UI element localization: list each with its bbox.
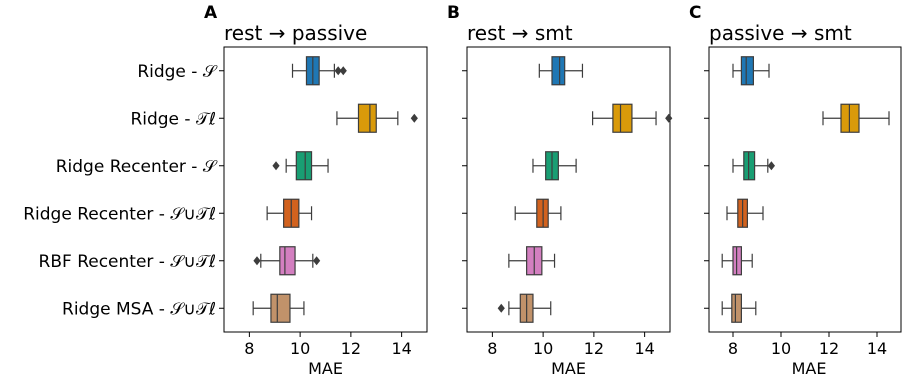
box-iqr — [536, 198, 549, 228]
box-5 — [721, 246, 753, 276]
panel-a-x-ticks: 8 10 12 14 — [244, 332, 412, 358]
panel-c-x-ticks: 8 10 12 14 — [728, 332, 887, 358]
category-label: RBF Recenter - 𝒮∪𝒯ℓ — [39, 252, 216, 272]
flier-point — [339, 66, 347, 76]
x-tick-label: 8 — [487, 339, 497, 358]
box-2 — [336, 103, 418, 133]
box-1 — [732, 56, 770, 86]
x-tick-label: 8 — [728, 339, 738, 358]
panel-a-y-ticks — [219, 70, 224, 309]
panel-b-marks — [497, 56, 673, 323]
panel-b: B rest → smt 8 10 12 14 MAE — [447, 3, 673, 378]
box-1 — [291, 56, 347, 86]
panel-c-xlabel: MAE — [792, 359, 827, 378]
box-6 — [497, 293, 552, 323]
box-iqr — [270, 293, 291, 323]
panel-c: C passive → smt 8 10 12 14 MAE — [689, 3, 902, 378]
box-iqr — [612, 103, 633, 133]
panel-c-marks — [721, 56, 890, 323]
box-4 — [266, 198, 313, 228]
box-iqr — [731, 293, 742, 323]
panel-b-y-ticks — [462, 70, 467, 309]
category-label: Ridge - 𝒮 — [137, 62, 218, 82]
flier-point — [253, 256, 261, 266]
x-tick-label: 14 — [634, 339, 654, 358]
box-6 — [252, 293, 305, 323]
box-iqr — [740, 56, 755, 86]
panel-b-frame — [466, 46, 671, 333]
panel-b-x-ticks: 8 10 12 14 — [487, 332, 655, 358]
x-tick-label: 14 — [391, 339, 411, 358]
x-tick-label: 10 — [533, 339, 553, 358]
x-tick-label: 10 — [290, 339, 310, 358]
flier-point — [410, 113, 418, 123]
panel-b-letter: B — [447, 3, 460, 23]
box-iqr — [551, 56, 566, 86]
category-label: Ridge MSA - 𝒮∪𝒯ℓ — [62, 299, 216, 319]
box-4 — [514, 198, 562, 228]
box-3 — [272, 151, 329, 181]
box-5 — [253, 246, 321, 276]
box-3 — [532, 151, 577, 181]
category-label: Ridge Recenter - 𝒮 — [56, 157, 218, 177]
box-iqr — [357, 103, 377, 133]
category-label: Ridge - 𝒯ℓ — [130, 109, 216, 129]
panel-c-frame — [708, 46, 902, 333]
x-tick-label: 12 — [341, 339, 361, 358]
flier-point — [767, 161, 775, 171]
category-label: Ridge Recenter - 𝒮∪𝒯ℓ — [23, 204, 216, 224]
panel-b-title: rest → smt — [467, 21, 573, 45]
flier-point — [497, 303, 505, 313]
x-tick-label: 8 — [244, 339, 254, 358]
box-6 — [721, 293, 757, 323]
box-iqr — [743, 151, 756, 181]
box-2 — [592, 103, 673, 133]
panel-c-letter: C — [689, 3, 701, 23]
panel-b-xlabel: MAE — [551, 359, 586, 378]
flier-point — [665, 113, 673, 123]
panel-a-marks — [252, 56, 418, 323]
box-2 — [822, 103, 890, 133]
panel-c-y-ticks — [704, 70, 709, 309]
box-3 — [732, 151, 775, 181]
panel-a: A rest → passive 8 10 12 14 Ridge - 𝒮Ridge … — [23, 3, 428, 378]
panel-a-xlabel: MAE — [308, 359, 343, 378]
x-tick-label: 12 — [584, 339, 604, 358]
box-4 — [726, 198, 764, 228]
box-1 — [538, 56, 584, 86]
box-5 — [508, 246, 556, 276]
box-iqr — [732, 246, 742, 276]
x-tick-label: 10 — [771, 339, 791, 358]
panel-a-title: rest → passive — [224, 21, 367, 45]
panel-a-letter: A — [204, 3, 218, 23]
x-tick-label: 12 — [819, 339, 839, 358]
x-tick-label: 14 — [867, 339, 887, 358]
flier-point — [334, 66, 342, 76]
box-iqr — [279, 246, 296, 276]
panel-a-frame — [223, 46, 428, 333]
panel-a-category-labels: Ridge - 𝒮 Ridge - 𝒯ℓ Ridge Recenter - 𝒮 Rid… — [23, 62, 218, 320]
box-iqr — [295, 151, 313, 181]
flier-point — [313, 256, 321, 266]
flier-point — [272, 161, 280, 171]
panel-c-title: passive → smt — [709, 21, 852, 45]
